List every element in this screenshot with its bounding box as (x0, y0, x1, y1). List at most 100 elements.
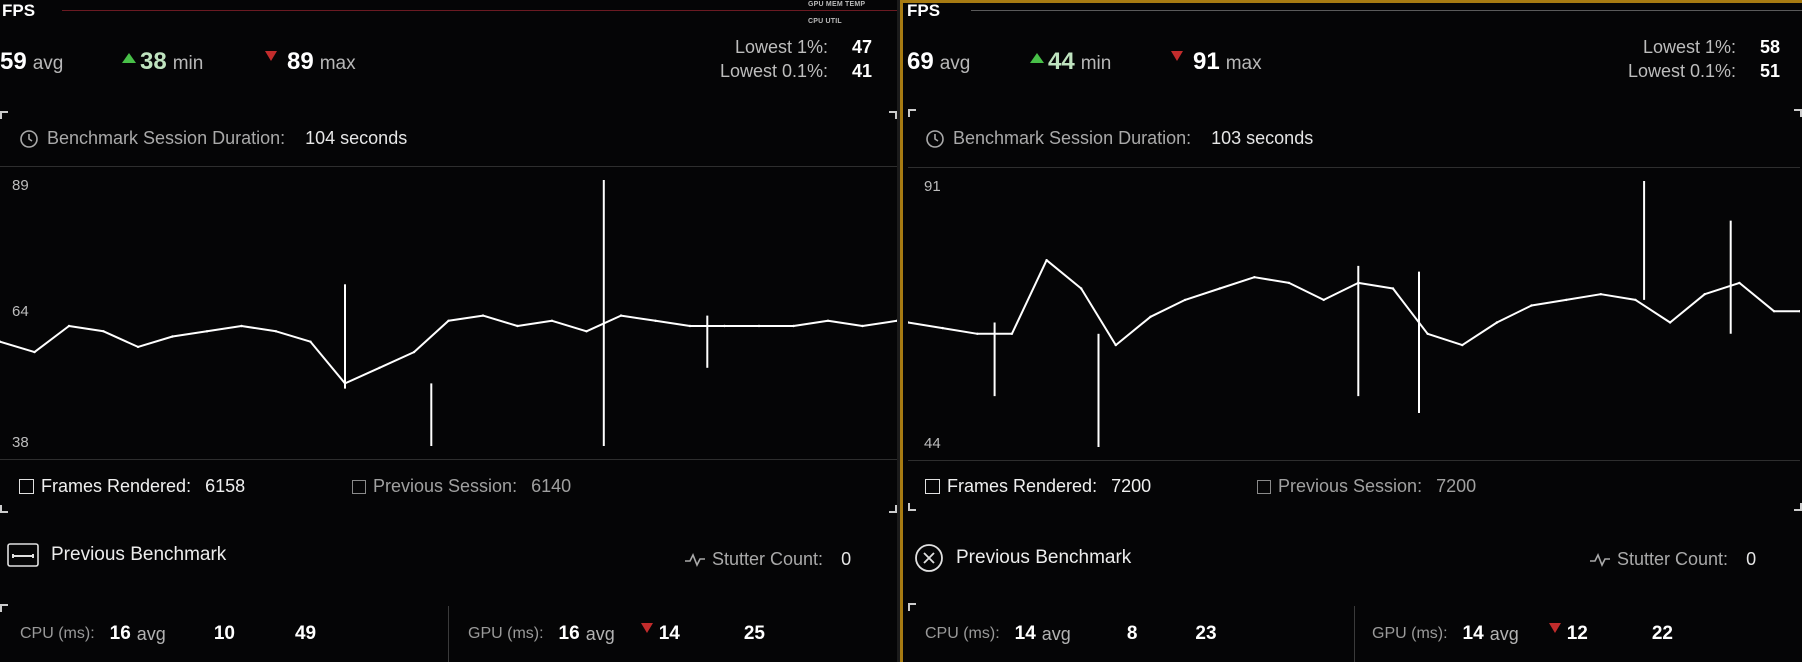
fps-sample-point (1565, 298, 1568, 302)
fps-sample-point (976, 332, 979, 335)
fps-sample-point (861, 324, 864, 328)
y-tick-label: 91 (924, 178, 941, 195)
clock-icon (926, 129, 944, 148)
fps-sample-point (481, 314, 485, 317)
session-duration-label: Benchmark Session Duration: (953, 128, 1192, 148)
fps-sample-point (1080, 287, 1083, 290)
fps-sample-point (171, 335, 174, 338)
lowest-01-row: Lowest 0.1%: 51 (1480, 61, 1780, 85)
previous-session-checkbox[interactable] (352, 479, 366, 494)
lowest-1-value: 47 (851, 37, 872, 57)
frames-rendered[interactable]: Frames Rendered: 7200 (925, 476, 1151, 497)
fps-sample-point (412, 350, 416, 354)
session-duration-value: 103 seconds (1211, 128, 1314, 148)
lowest-1-value: 58 (1759, 37, 1780, 57)
previous-benchmark-label: Previous Benchmark (51, 544, 227, 565)
fps-sample-point (67, 324, 71, 328)
bottom-separator (448, 606, 449, 662)
frames-rendered-checkbox[interactable] (925, 479, 940, 494)
frame-corner (889, 111, 897, 119)
fps-min: 44 min (1030, 48, 1111, 76)
frame-corner (0, 604, 8, 612)
fps-series-line (0, 314, 897, 385)
cpu-frame-times: CPU (ms): 14 avg 8 23 (925, 606, 1217, 662)
gpu-max-value: 22 (1651, 623, 1673, 644)
lowest-01-label: Lowest 0.1%: (719, 61, 828, 81)
previous-session-label: Previous Session: (373, 476, 518, 496)
stutter-count: Stutter Count: 0 (1589, 549, 1756, 570)
fps-min-value: 38 (140, 48, 167, 75)
lowest-1-row: Lowest 1%: 47 (572, 37, 872, 61)
y-tick-label: 44 (924, 435, 941, 452)
arrow-down-icon (265, 51, 277, 61)
fps-sample-point (941, 326, 944, 330)
fps-max: 89 max (265, 48, 356, 76)
frame-corner (0, 111, 8, 119)
arrow-down-icon (1548, 623, 1561, 633)
fps-sample-point (895, 319, 897, 322)
clock-icon (20, 129, 38, 148)
cpu-avg-value: 16 (109, 623, 131, 644)
fps-sample-point (1634, 298, 1637, 302)
fps-max: 91 max (1171, 48, 1262, 76)
lowest-01-row: Lowest 0.1%: 41 (572, 61, 872, 85)
previous-session-checkbox[interactable] (1257, 479, 1271, 494)
cpu-frame-times: CPU (ms): 16 avg 10 49 (20, 606, 316, 662)
stutter-count-label: Stutter Count: (1617, 549, 1729, 569)
fps-sample-point (240, 324, 243, 328)
fps-chart: 89 64 38 (0, 166, 897, 460)
lowest-1-label: Lowest 1%: (734, 37, 828, 57)
cpu-min-value: 10 (213, 623, 235, 644)
gpu-label: GPU (ms): (468, 625, 544, 642)
fps-max-value: 91 (1193, 48, 1220, 75)
fps-sample-point (447, 319, 450, 322)
gpu-avg-value: 16 (558, 623, 580, 644)
fps-min-value: 44 (1048, 48, 1075, 75)
frames-rendered-value: 6158 (205, 476, 246, 496)
fps-chart-svg (0, 166, 897, 460)
fps-avg-unit: avg (939, 53, 971, 74)
frames-rendered[interactable]: Frames Rendered: 6158 (19, 476, 245, 497)
fps-min-unit: min (1080, 53, 1112, 74)
fps-sample-point (908, 321, 910, 324)
arrow-down-icon (1171, 51, 1183, 61)
fps-sample-point (516, 324, 519, 328)
previous-session-label: Previous Session: (1278, 476, 1423, 496)
gpu-max-value: 25 (743, 623, 765, 644)
session-duration-label: Benchmark Session Duration: (47, 128, 286, 148)
gpu-min-value: 14 (658, 623, 680, 644)
previous-benchmark-button[interactable]: Previous Benchmark (914, 543, 1131, 573)
fps-sample-point (757, 324, 761, 328)
title-rule (971, 10, 1802, 11)
previous-session[interactable]: Previous Session: 6140 (352, 476, 571, 497)
frames-rendered-value: 7200 (1111, 476, 1152, 496)
fps-max-unit: max (319, 53, 356, 74)
fps-avg-unit: avg (32, 53, 64, 74)
bottom-separator (1354, 606, 1355, 662)
fps-sample-point (378, 366, 381, 369)
cpu-label: CPU (ms): (925, 625, 1000, 642)
cpu-avg-unit: avg (136, 623, 166, 644)
fps-sample-point (1668, 321, 1672, 324)
frame-corner (889, 505, 897, 513)
fps-avg: 59 avg (0, 48, 63, 76)
fps-sample-point (309, 340, 312, 343)
gpu-frame-times: GPU (ms): 14 avg 12 22 (1372, 606, 1673, 662)
lowest-percentiles: Lowest 1%: 58 Lowest 0.1%: 51 (1480, 37, 1780, 85)
frame-corner (0, 505, 8, 513)
fps-avg: 69 avg (907, 48, 970, 76)
gpu-mem-temp-label: GPU MEM TEMP (808, 1, 866, 8)
fps-sample-point (688, 324, 692, 328)
session-duration: Benchmark Session Duration: 103 seconds (925, 128, 1313, 149)
lowest-1-label: Lowest 1%: (1642, 37, 1736, 57)
fps-title: FPS (2, 1, 36, 20)
fps-sample-point (1738, 281, 1741, 285)
fps-sample-point (1253, 276, 1256, 279)
frame-corner (908, 603, 916, 611)
previous-benchmark-button[interactable]: Previous Benchmark (7, 543, 226, 567)
previous-session[interactable]: Previous Session: 7200 (1257, 476, 1476, 497)
y-tick-label: 64 (12, 303, 29, 320)
fps-sample-point (826, 319, 830, 322)
frames-rendered-checkbox[interactable] (19, 479, 34, 494)
fps-sample-point (723, 324, 726, 328)
